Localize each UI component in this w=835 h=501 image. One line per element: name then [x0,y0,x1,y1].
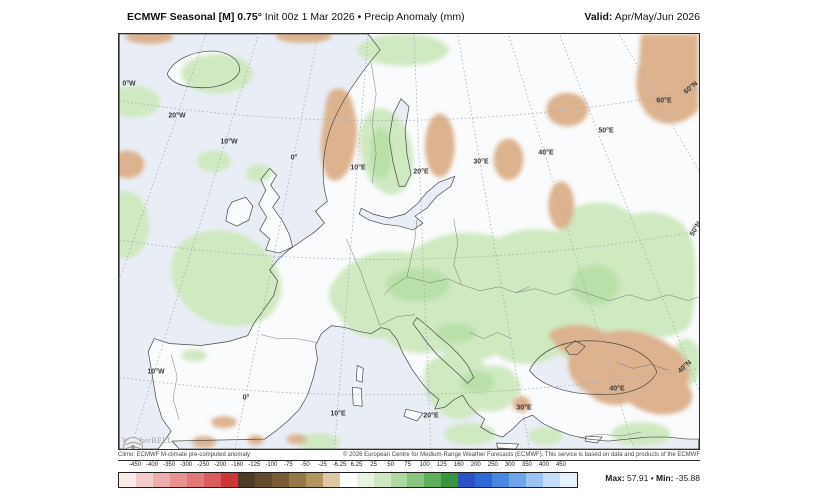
colorbar-tick-label: -350 [163,462,176,468]
colorbar-tick-label: 75 [404,462,411,468]
colorbar-tick-label: 250 [487,462,498,468]
colorbar-segment [254,473,272,487]
colorbar-tick-label: 100 [419,462,430,468]
colorbar-segment [509,473,527,487]
map-canvas [119,34,699,449]
footer-divider [118,460,700,461]
colorbar-tick-label: -125 [248,462,261,468]
colorbar-segment [135,473,153,487]
colorbar-segment [339,473,357,487]
colorbar-tick-label: -160 [231,462,244,468]
colorbar-segment [169,473,187,487]
map-title: ECMWF Seasonal [M] 0.75° Init 00z 1 Mar … [127,11,465,23]
max-value: 57.91 [627,473,649,483]
colorbar-tick-label: -6.25 [332,462,347,468]
colorbar-segment [492,473,510,487]
colorbar-segment [390,473,408,487]
colorbar-segment [441,473,459,487]
colorbar-tick-label: -100 [265,462,278,468]
colorbar-segment [560,473,578,487]
map-title-detail: Init 00z 1 Mar 2026 • Precip Anomaly (mm… [261,11,465,23]
colorbar-tick-label: 300 [504,462,515,468]
colorbar-tick-label: -300 [180,462,193,468]
colorbar-segment [356,473,374,487]
colorbar-segment [458,473,476,487]
min-label: Min: [656,473,674,483]
colorbar-tick-label: 400 [538,462,549,468]
max-label: Max: [605,473,625,483]
colorbar-segment [543,473,561,487]
colorbar-segment [220,473,238,487]
weatherbell-logo: WeatherBELL [122,436,173,449]
colorbar-segment [373,473,391,487]
valid-label: Valid: [584,11,613,23]
colorbar-segment [526,473,544,487]
colorbar-tick-label: 6.25 [350,462,363,468]
colorbar-tick-label: 350 [521,462,532,468]
colorbar-tick-label: -75 [284,462,293,468]
colorbar-segment [152,473,170,487]
valid-period: Valid: Apr/May/Jun 2026 [584,11,700,23]
country-borders [170,62,699,439]
min-value: -35.88 [675,473,700,483]
colorbar-tick-label: 160 [453,462,464,468]
stronger-positive-anomaly-shading [370,127,619,394]
colorbar-tick-label: -25 [318,462,327,468]
maxmin-separator: • [650,473,654,483]
positive-anomaly-shading [119,34,699,449]
colorbar-tick-label: -400 [146,462,159,468]
maxmin-readout: Max: 57.91 • Min: -35.88 [605,473,700,483]
colorbar-tick-label: -250 [197,462,210,468]
colorbar-tick-label: 450 [555,462,566,468]
climo-note: Climo: ECMWF M-climate pre-computed anom… [118,452,251,458]
colorbar-tick-label: -200 [214,462,227,468]
colorbar-segment [288,473,306,487]
graticule-lines [119,34,699,449]
colorbar-segment [322,473,340,487]
colorbar-tick-label: -450 [129,462,142,468]
colorbar-segment [186,473,204,487]
weatherbell-wordmark: WeatherBELL [122,436,173,445]
colorbar-segment [119,473,136,487]
copyright-note: © 2026 European Centre for Medium-Range … [342,452,700,458]
colorbar-segment [271,473,289,487]
colorbar-segment [424,473,442,487]
colorbar-segment [305,473,323,487]
colorbar [118,472,578,488]
colorbar-segment [475,473,493,487]
colorbar-segment [237,473,255,487]
colorbar-tick-label: -50 [301,462,310,468]
colorbar-ticks: -450 -400 -350 -300 -250 -200 -160 -125 -100 -75 -… [118,462,578,471]
colorbar-tick-label: 200 [470,462,481,468]
valid-value: Apr/May/Jun 2026 [612,11,700,23]
map-title-model: ECMWF Seasonal [M] 0.75° [127,11,262,23]
colorbar-tick-label: 125 [436,462,447,468]
colorbar-segment [407,473,425,487]
colorbar-tick-label: 25 [370,462,377,468]
europe-precip-anomaly-map: 0°W 20°W 10°W 0° 10°E 20°E 30°E 40°E 50°E 60°E 60°… [118,33,700,450]
weatherbell-globe-icon [123,437,143,449]
colorbar-tick-label: 50 [387,462,394,468]
negative-anomaly-shading [119,34,699,449]
colorbar-segment [203,473,221,487]
